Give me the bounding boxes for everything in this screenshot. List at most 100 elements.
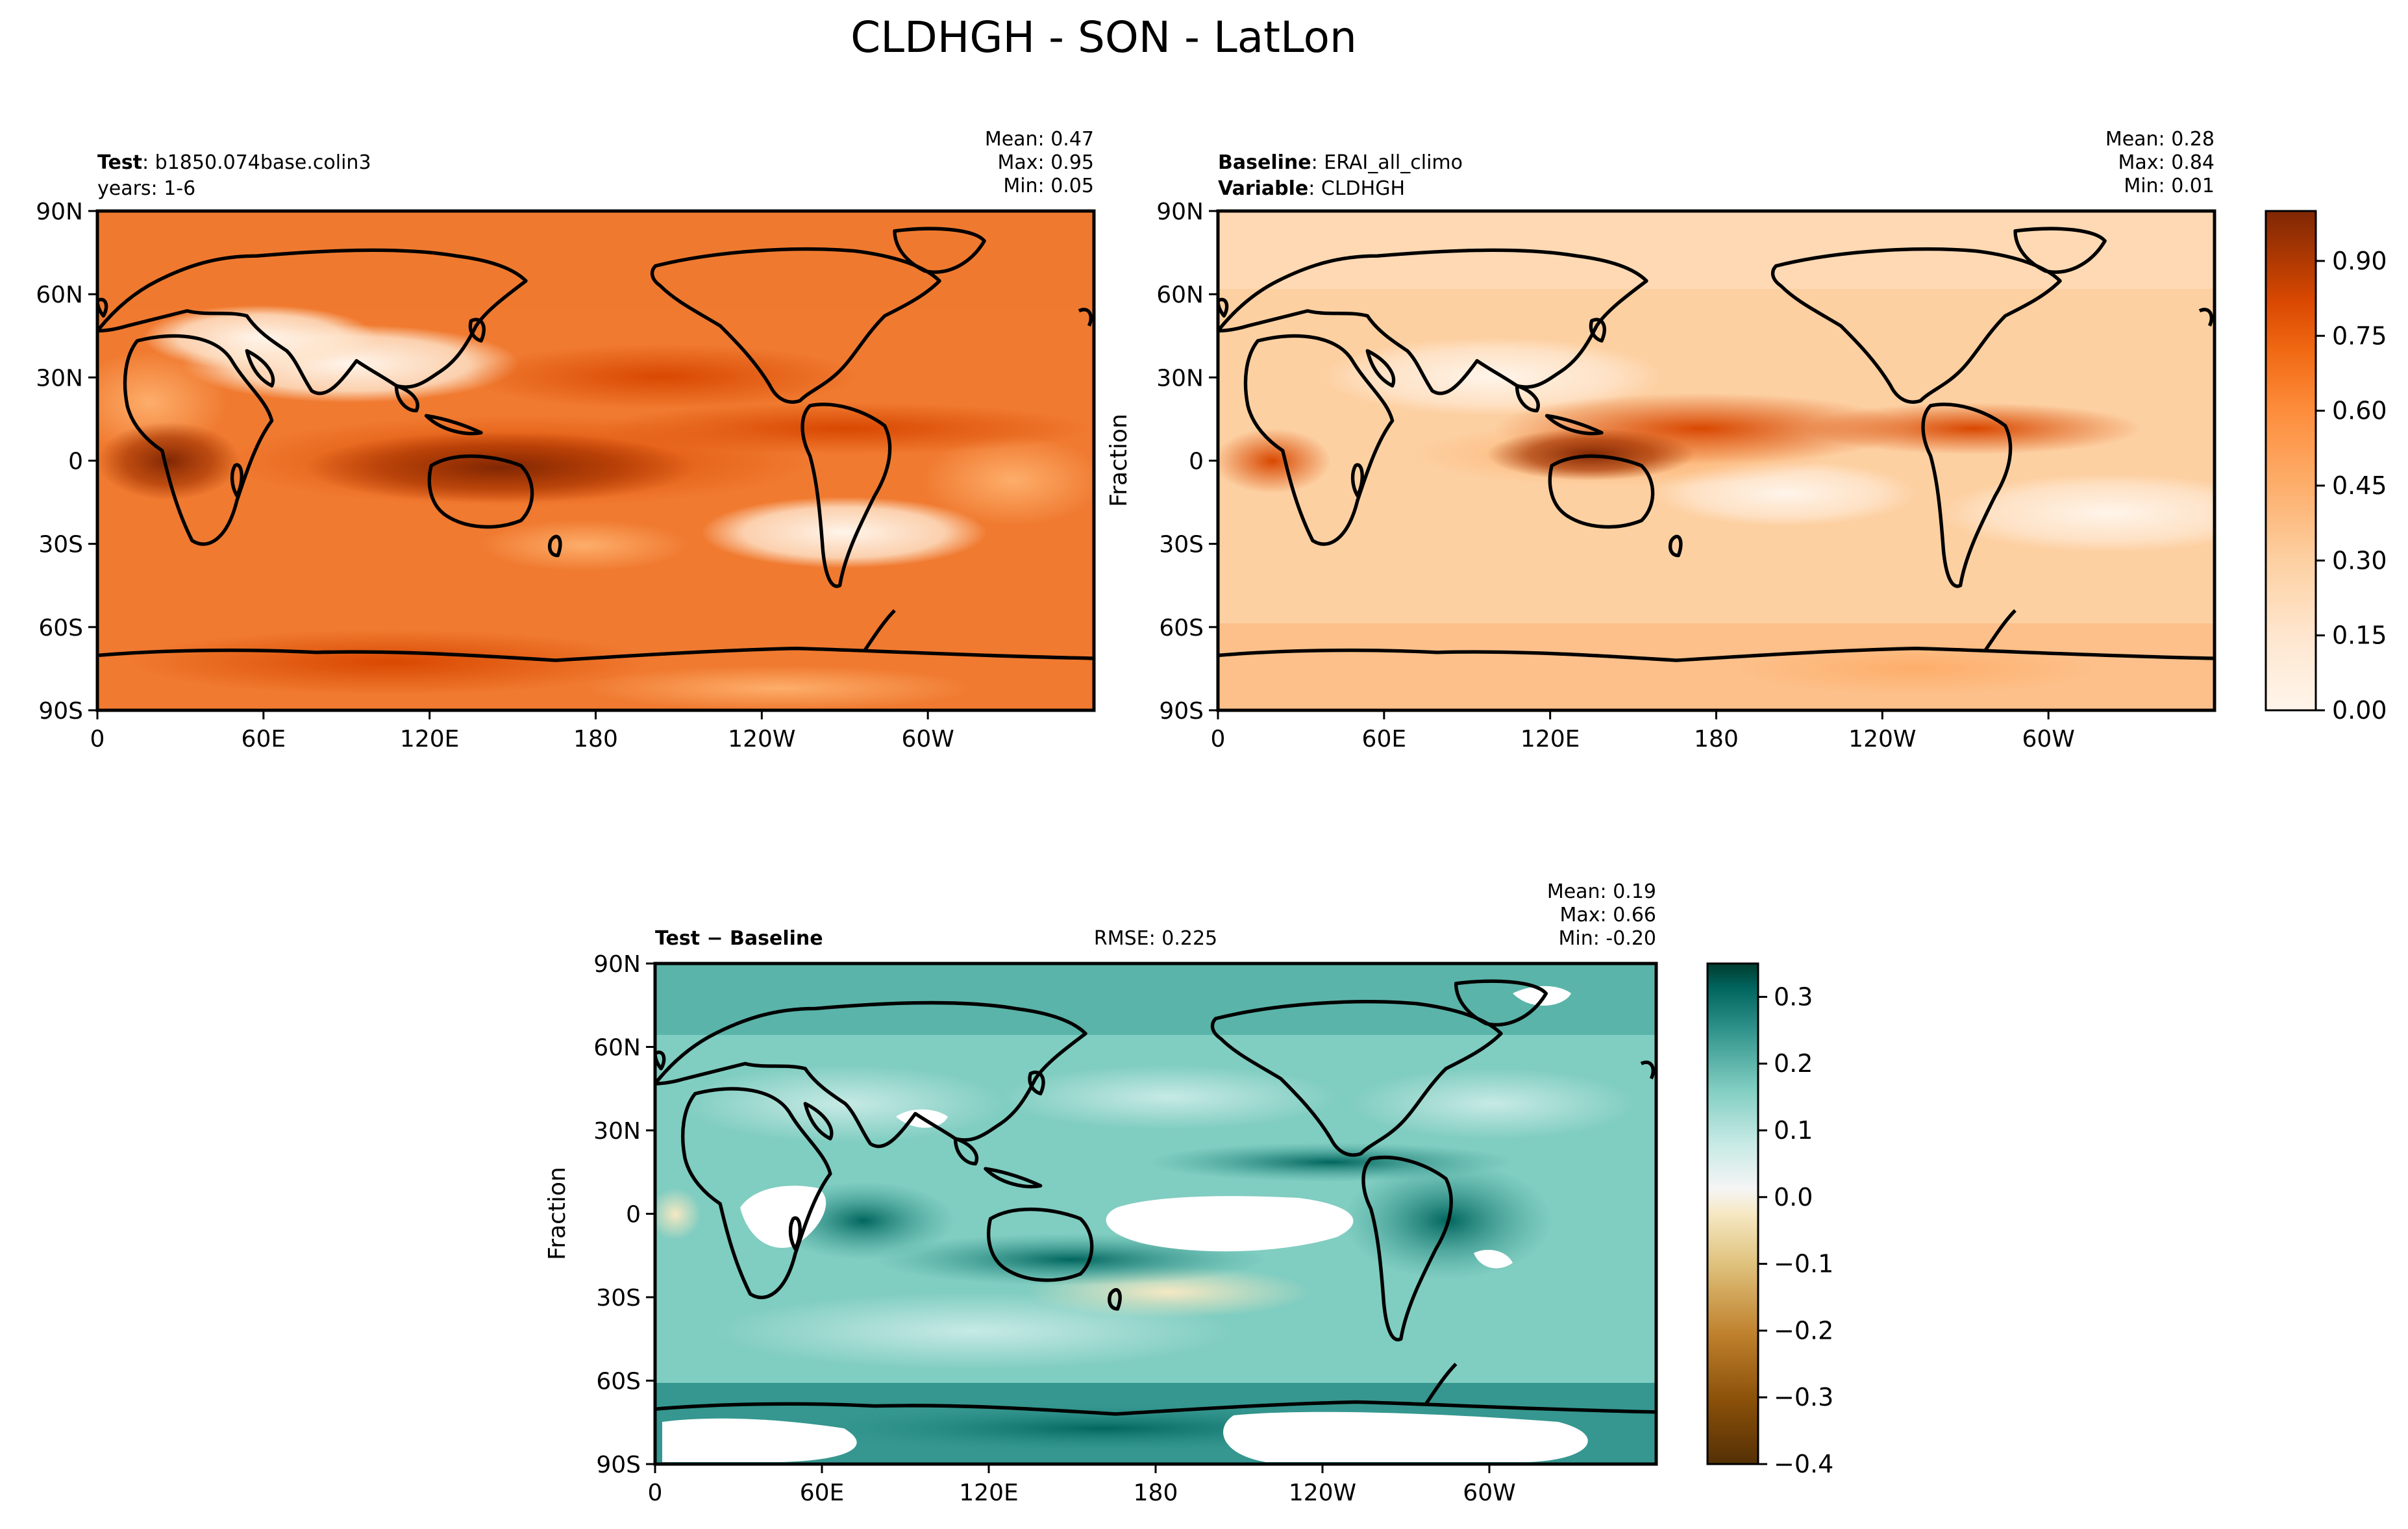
diff-label: Test − Baseline: [655, 927, 823, 950]
diff-axis-ticks: 0 60E 120E 180 120W 60W 90N 60N 30N 0 30S 60S 90S: [593, 951, 1515, 1506]
baseline-ytick-label: 60S: [1159, 615, 1204, 641]
baseline-label: Baseline: ERAI_all_climo Variable: CLDHG…: [1218, 151, 1463, 200]
baseline-xtick-label: 180: [1694, 726, 1739, 752]
baseline-map-field: [1218, 211, 2215, 710]
seq-colorbar-ticks: 0.00 0.15 0.30 0.45 0.60 0.75 0.90: [2316, 247, 2387, 725]
div-colorbar-tick-label: −0.3: [1774, 1383, 1833, 1411]
seq-colorbar-tick-label: 0.00: [2332, 696, 2387, 725]
diff-ytick-label: 30N: [593, 1118, 641, 1145]
diff-rmse: RMSE: 0.225: [1094, 927, 1217, 950]
baseline-label-bold: Baseline: [1218, 151, 1311, 174]
diff-map-field: [655, 963, 1656, 1464]
div-colorbar-tick-label: −0.4: [1774, 1450, 1833, 1478]
svg-text:Test: b1850.074base.colin3: Test: b1850.074base.colin3: [97, 151, 371, 174]
seq-colorbar-tick-label: 0.30: [2332, 546, 2387, 575]
diff-stat-min: Min: -0.20: [1559, 927, 1657, 950]
seq-colorbar: 0.00 0.15 0.30 0.45 0.60 0.75 0.90: [2265, 210, 2387, 725]
baseline-ytick-label: 60N: [1156, 282, 1204, 308]
baseline-label-text: : ERAI_all_climo: [1311, 151, 1463, 174]
baseline-xtick-label: 60E: [1362, 726, 1407, 752]
test-map-field: [97, 211, 1094, 710]
div-colorbar-tick-label: 0.0: [1774, 1183, 1813, 1212]
div-colorbar-fill: [1706, 962, 1759, 1465]
test-ytick-label: 30N: [36, 365, 83, 392]
test-ytick-label: 90S: [38, 698, 83, 725]
baseline-stat-max: Max: 0.84: [2118, 151, 2215, 174]
svg-text:Variable: CLDHGH: Variable: CLDHGH: [1218, 177, 1405, 200]
diff-xtick-label: 60E: [800, 1480, 845, 1506]
baseline-xtick-label: 120W: [1848, 726, 1916, 752]
svg-text:Baseline: ERAI_all_climo: Baseline: ERAI_all_climo: [1218, 151, 1463, 174]
baseline-xtick-label: 60W: [2022, 726, 2074, 752]
test-xtick-label: 120W: [728, 726, 795, 752]
diff-stat-max: Max: 0.66: [1560, 904, 1656, 926]
baseline-axis-ticks: 0 60E 120E 180 120W 60W 90N 60N 30N 0 30S 60S 90S: [1156, 199, 2075, 752]
seq-colorbar-tick-label: 0.60: [2332, 397, 2387, 425]
diff-ylabel: Fraction: [544, 1167, 571, 1260]
div-colorbar-tick-label: 0.2: [1774, 1049, 1813, 1078]
test-label-text: : b1850.074base.colin3: [142, 151, 371, 174]
test-ytick-label: 30S: [38, 532, 83, 558]
test-xtick-label: 60E: [242, 726, 286, 752]
diff-mask-antarctic: [662, 1418, 857, 1462]
diff-mask-atlantic: [740, 1186, 826, 1248]
diff-stat-mean: Mean: 0.19: [1547, 880, 1656, 903]
panel-test: Test: b1850.074base.colin3 years: 1-6 Me…: [95, 128, 1096, 712]
test-label-bold: Test: [97, 151, 142, 174]
panel-baseline: Baseline: ERAI_all_climo Variable: CLDHG…: [1106, 128, 2216, 712]
diff-ytick-label: 60S: [596, 1369, 641, 1395]
baseline-ytick-label: 30S: [1159, 532, 1204, 558]
seq-colorbar-tick-label: 0.90: [2332, 247, 2387, 275]
div-colorbar-tick-label: −0.2: [1774, 1316, 1833, 1345]
diff-ytick-label: 60N: [593, 1035, 641, 1062]
test-years: years: 1-6: [97, 177, 195, 200]
test-ytick-label: 90N: [36, 199, 83, 225]
baseline-xtick-label: 120E: [1521, 726, 1580, 752]
baseline-stats: Mean: 0.28 Max: 0.84 Min: 0.01: [2105, 128, 2215, 197]
baseline-stat-mean: Mean: 0.28: [2105, 128, 2215, 151]
test-stat-min: Min: 0.05: [1003, 175, 1094, 197]
baseline-ytick-label: 0: [1189, 449, 1204, 475]
diff-ytick-label: 90N: [593, 951, 641, 978]
test-stats: Mean: 0.47 Max: 0.95 Min: 0.05: [985, 128, 1094, 197]
diff-mask-pacific: [1106, 1196, 1354, 1252]
test-xtick-label: 60W: [901, 726, 954, 752]
div-colorbar-ticks: 0.3 0.2 0.1 0.0 −0.1 −0.2 −0.3 −0.4: [1758, 982, 1833, 1478]
diff-ytick-label: 0: [626, 1202, 641, 1228]
div-colorbar-tick-label: 0.1: [1774, 1116, 1813, 1145]
test-label: Test: b1850.074base.colin3 years: 1-6: [97, 151, 371, 200]
diff-stats: Mean: 0.19 Max: 0.66 Min: -0.20: [1547, 880, 1656, 950]
test-ytick-label: 0: [68, 449, 83, 475]
diff-mask-arctic: [1513, 986, 1571, 1006]
div-colorbar: 0.3 0.2 0.1 0.0 −0.1 −0.2 −0.3 −0.4: [1706, 962, 1833, 1478]
diff-ytick-label: 90S: [596, 1452, 641, 1478]
baseline-ytick-label: 90S: [1159, 698, 1204, 725]
test-stat-mean: Mean: 0.47: [985, 128, 1094, 151]
test-ytick-label: 60S: [38, 615, 83, 641]
seq-colorbar-tick-label: 0.45: [2332, 471, 2387, 500]
baseline-stat-min: Min: 0.01: [2124, 175, 2215, 197]
baseline-ylabel: Fraction: [1106, 414, 1132, 507]
test-xtick-label: 0: [90, 726, 105, 752]
test-stat-max: Max: 0.95: [998, 151, 1094, 174]
figure-title: CLDHGH - SON - LatLon: [850, 12, 1357, 62]
diff-ytick-label: 30S: [596, 1285, 641, 1311]
div-colorbar-tick-label: 0.3: [1774, 982, 1813, 1011]
diff-mask-antarctic2: [1223, 1411, 1588, 1462]
seq-colorbar-tick-label: 0.75: [2332, 321, 2387, 350]
seq-colorbar-fill: [2265, 210, 2317, 712]
baseline-ytick-label: 30N: [1156, 365, 1204, 392]
test-axis-ticks: 0 60E 120E 180 120W 60W 90N 60N 30N 0 30S 60S 90S: [36, 199, 954, 752]
diff-xtick-label: 120E: [959, 1480, 1018, 1506]
seq-colorbar-tick-label: 0.15: [2332, 621, 2387, 650]
diff-xtick-label: 120W: [1289, 1480, 1356, 1506]
baseline-variable-text: : CLDHGH: [1308, 177, 1405, 200]
baseline-variable-bold: Variable: [1218, 177, 1308, 200]
baseline-xtick-label: 0: [1211, 726, 1226, 752]
test-ytick-label: 60N: [36, 282, 83, 308]
diff-mask-samerica: [1474, 1250, 1513, 1269]
test-xtick-label: 180: [573, 726, 618, 752]
test-xtick-label: 120E: [400, 726, 459, 752]
div-colorbar-tick-label: −0.1: [1774, 1250, 1833, 1278]
